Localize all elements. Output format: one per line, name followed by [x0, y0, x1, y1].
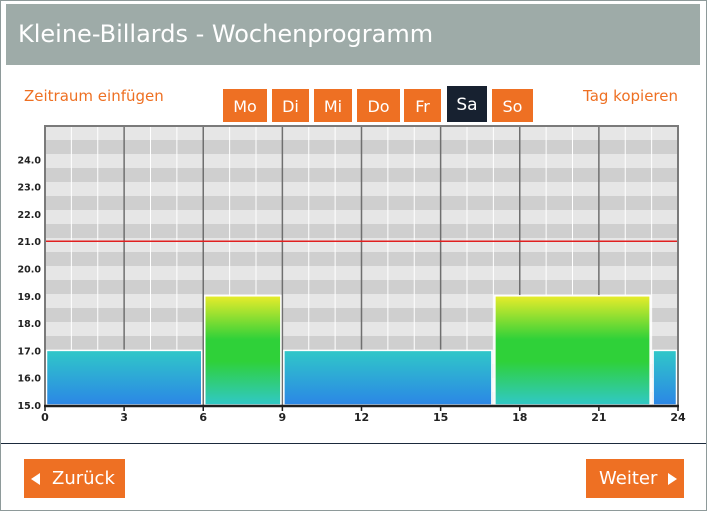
arrow-left-icon — [31, 473, 40, 485]
x-tick-label: 9 — [279, 411, 287, 424]
tab-day-mo[interactable]: Mo — [223, 89, 267, 122]
x-tick-label: 6 — [199, 411, 207, 424]
x-tick-label: 24 — [670, 411, 686, 424]
y-tick-label: 19.0 — [18, 292, 42, 303]
tab-day-mi[interactable]: Mi — [314, 89, 352, 122]
y-tick-label: 24.0 — [18, 155, 42, 166]
back-button-label: Zurück — [52, 468, 115, 489]
x-tick-label: 3 — [120, 411, 128, 424]
y-tick-labels: 24.0 23.0 22.0 21.0 20.0 19.0 18.0 17.0 16.0 15.0 — [18, 155, 42, 412]
back-button[interactable]: Zurück — [24, 459, 125, 498]
schedule-segment — [283, 349, 493, 406]
window-title: Kleine-Billards - Wochenprogramm — [6, 4, 700, 65]
schedule-segment — [652, 349, 678, 406]
schedule-segment — [494, 295, 651, 406]
y-tick-label: 21.0 — [18, 237, 42, 248]
tab-day-di[interactable]: Di — [272, 89, 309, 122]
temperature-schedule-chart[interactable]: 24.0 23.0 22.0 21.0 20.0 19.0 18.0 17.0 16.0 15.0… — [1, 1, 706, 431]
tab-day-so[interactable]: So — [492, 89, 533, 122]
tab-day-fr[interactable]: Fr — [404, 89, 441, 122]
y-tick-label: 16.0 — [18, 374, 42, 385]
next-button[interactable]: Weiter — [586, 459, 684, 498]
x-tick-label: 18 — [512, 411, 527, 424]
x-tick-label: 15 — [433, 411, 448, 424]
schedule-segment — [204, 295, 282, 406]
y-tick-label: 20.0 — [18, 265, 42, 276]
y-tick-label: 18.0 — [18, 319, 42, 330]
arrow-right-icon — [668, 473, 677, 485]
footer-divider — [1, 443, 706, 444]
copy-day-link[interactable]: Tag kopieren — [583, 87, 678, 105]
tab-day-sa[interactable]: Sa — [447, 86, 487, 122]
insert-period-link[interactable]: Zeitraum einfügen — [24, 87, 164, 105]
x-tick-label: 12 — [354, 411, 369, 424]
schedule-segment — [45, 349, 203, 406]
x-tick-label: 21 — [591, 411, 606, 424]
x-tick-label: 0 — [41, 411, 49, 424]
y-tick-label: 17.0 — [18, 346, 42, 357]
x-tick-labels: 0 3 6 9 12 15 18 21 24 — [41, 406, 686, 424]
chart-segments — [45, 295, 678, 406]
y-tick-label: 23.0 — [18, 183, 42, 194]
next-button-label: Weiter — [599, 468, 658, 489]
y-tick-label: 22.0 — [18, 210, 42, 221]
y-tick-label: 15.0 — [18, 401, 42, 412]
tab-day-do[interactable]: Do — [357, 89, 400, 122]
